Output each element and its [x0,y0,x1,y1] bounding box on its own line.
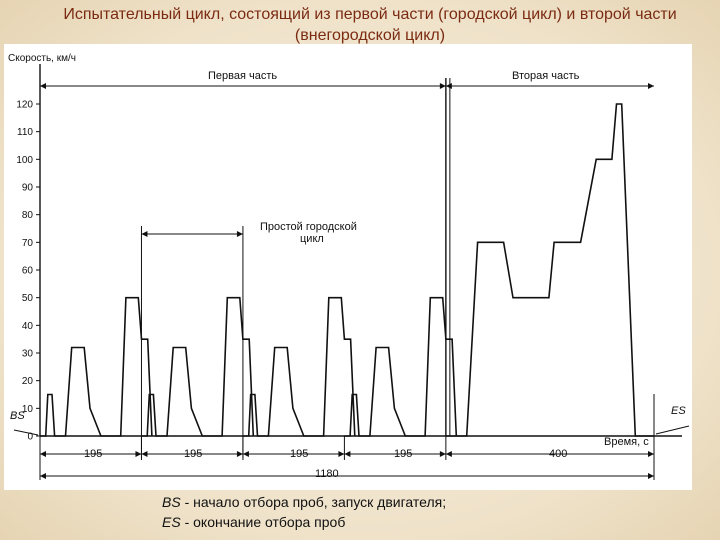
segment-label-2: 195 [184,448,202,460]
es-marker-leader [655,425,690,435]
total-label: 1180 [315,468,339,480]
legend-es-code: ES [162,514,181,530]
legend-bs-text: - начало отбора проб, запуск двигателя; [180,494,447,510]
segment-label-3: 195 [290,448,308,460]
series-line-part1-cycle-3 [242,296,356,437]
part1-label: Первая часть [208,70,277,82]
y-tick-label: 120 [16,100,33,111]
legend-bs-code: BS [162,494,181,510]
series-line-part1-cycle-2 [141,296,255,437]
legend-es-line: ES - окончание отбора проб [162,512,582,532]
series-line-part1-cycle-4 [344,296,458,437]
legend-es-text: - окончание отбора проб [180,514,346,530]
y-tick-label: 20 [22,376,34,387]
y-tick-label: 0 [27,432,33,443]
segment-span-2-arrow-left [141,451,148,457]
legend-bs-line: BS - начало отбора проб, запуск двигател… [162,492,582,512]
y-tick-label: 100 [16,155,33,166]
segment-span-1-arrow-left [40,451,46,457]
y-tick-label: 40 [22,321,34,332]
speed-time-chart: 0 10 20 30 40 50 60 70 80 90 100 110 120 Скорость, к… [8,53,690,480]
y-tick-label: 10 [22,404,34,415]
series-line-part2 [445,103,654,437]
y-tick-label: 50 [22,293,34,304]
bs-marker-label: BS [10,410,25,422]
es-marker-label: ES [671,405,686,417]
segment-span-4-arrow-right [439,451,446,457]
bs-marker-leader [13,429,39,436]
segment-label-1: 195 [84,448,102,460]
y-tick-label: 60 [22,266,34,277]
y-tick-label: 30 [22,349,34,360]
segment-label-5: 400 [549,448,567,460]
segment-span-3-arrow-left [242,451,249,457]
total-span-arrow-right [648,473,654,479]
elementary-cycle-span-arrow-left [141,231,148,237]
segment-label-4: 195 [394,448,412,460]
y-tick-label: 70 [22,238,34,249]
y-tick-label: 80 [22,210,34,221]
elementary-cycle-label-line1: Простой городской [260,221,357,233]
part2-span-arrow-right [648,83,654,89]
chart-panel: 0 10 20 30 40 50 60 70 80 90 100 110 120 Скорость, к… [4,44,692,490]
segment-span-1-arrow-right [135,451,142,457]
y-axis-label: Скорость, км/ч [8,53,76,64]
total-span-arrow-left [40,473,46,479]
segment-span-4-arrow-left [344,451,351,457]
slide-title: Испытательный цикл, состоящий из первой … [63,6,677,44]
segment-span-5-arrow-left [445,451,452,457]
y-tick-label: 110 [17,127,33,138]
y-tick-label: 90 [22,183,34,194]
segment-span-5-arrow-right [648,451,654,457]
segment-span-2-arrow-right [236,451,243,457]
legend: BS - начало отбора проб, запуск двигател… [162,492,582,532]
part1-span-arrow-left [40,83,46,89]
elementary-cycle-span-arrow-right [236,231,243,237]
part2-span-arrow-left [445,83,452,89]
series-line-part1-cycle-1 [40,296,153,437]
x-axis-label: Время, с [604,436,649,448]
part2-label: Вторая часть [512,70,580,82]
segment-span-3-arrow-right [338,451,345,457]
part1-span-arrow-right [439,83,446,89]
elementary-cycle-label-line2: цикл [300,233,324,245]
